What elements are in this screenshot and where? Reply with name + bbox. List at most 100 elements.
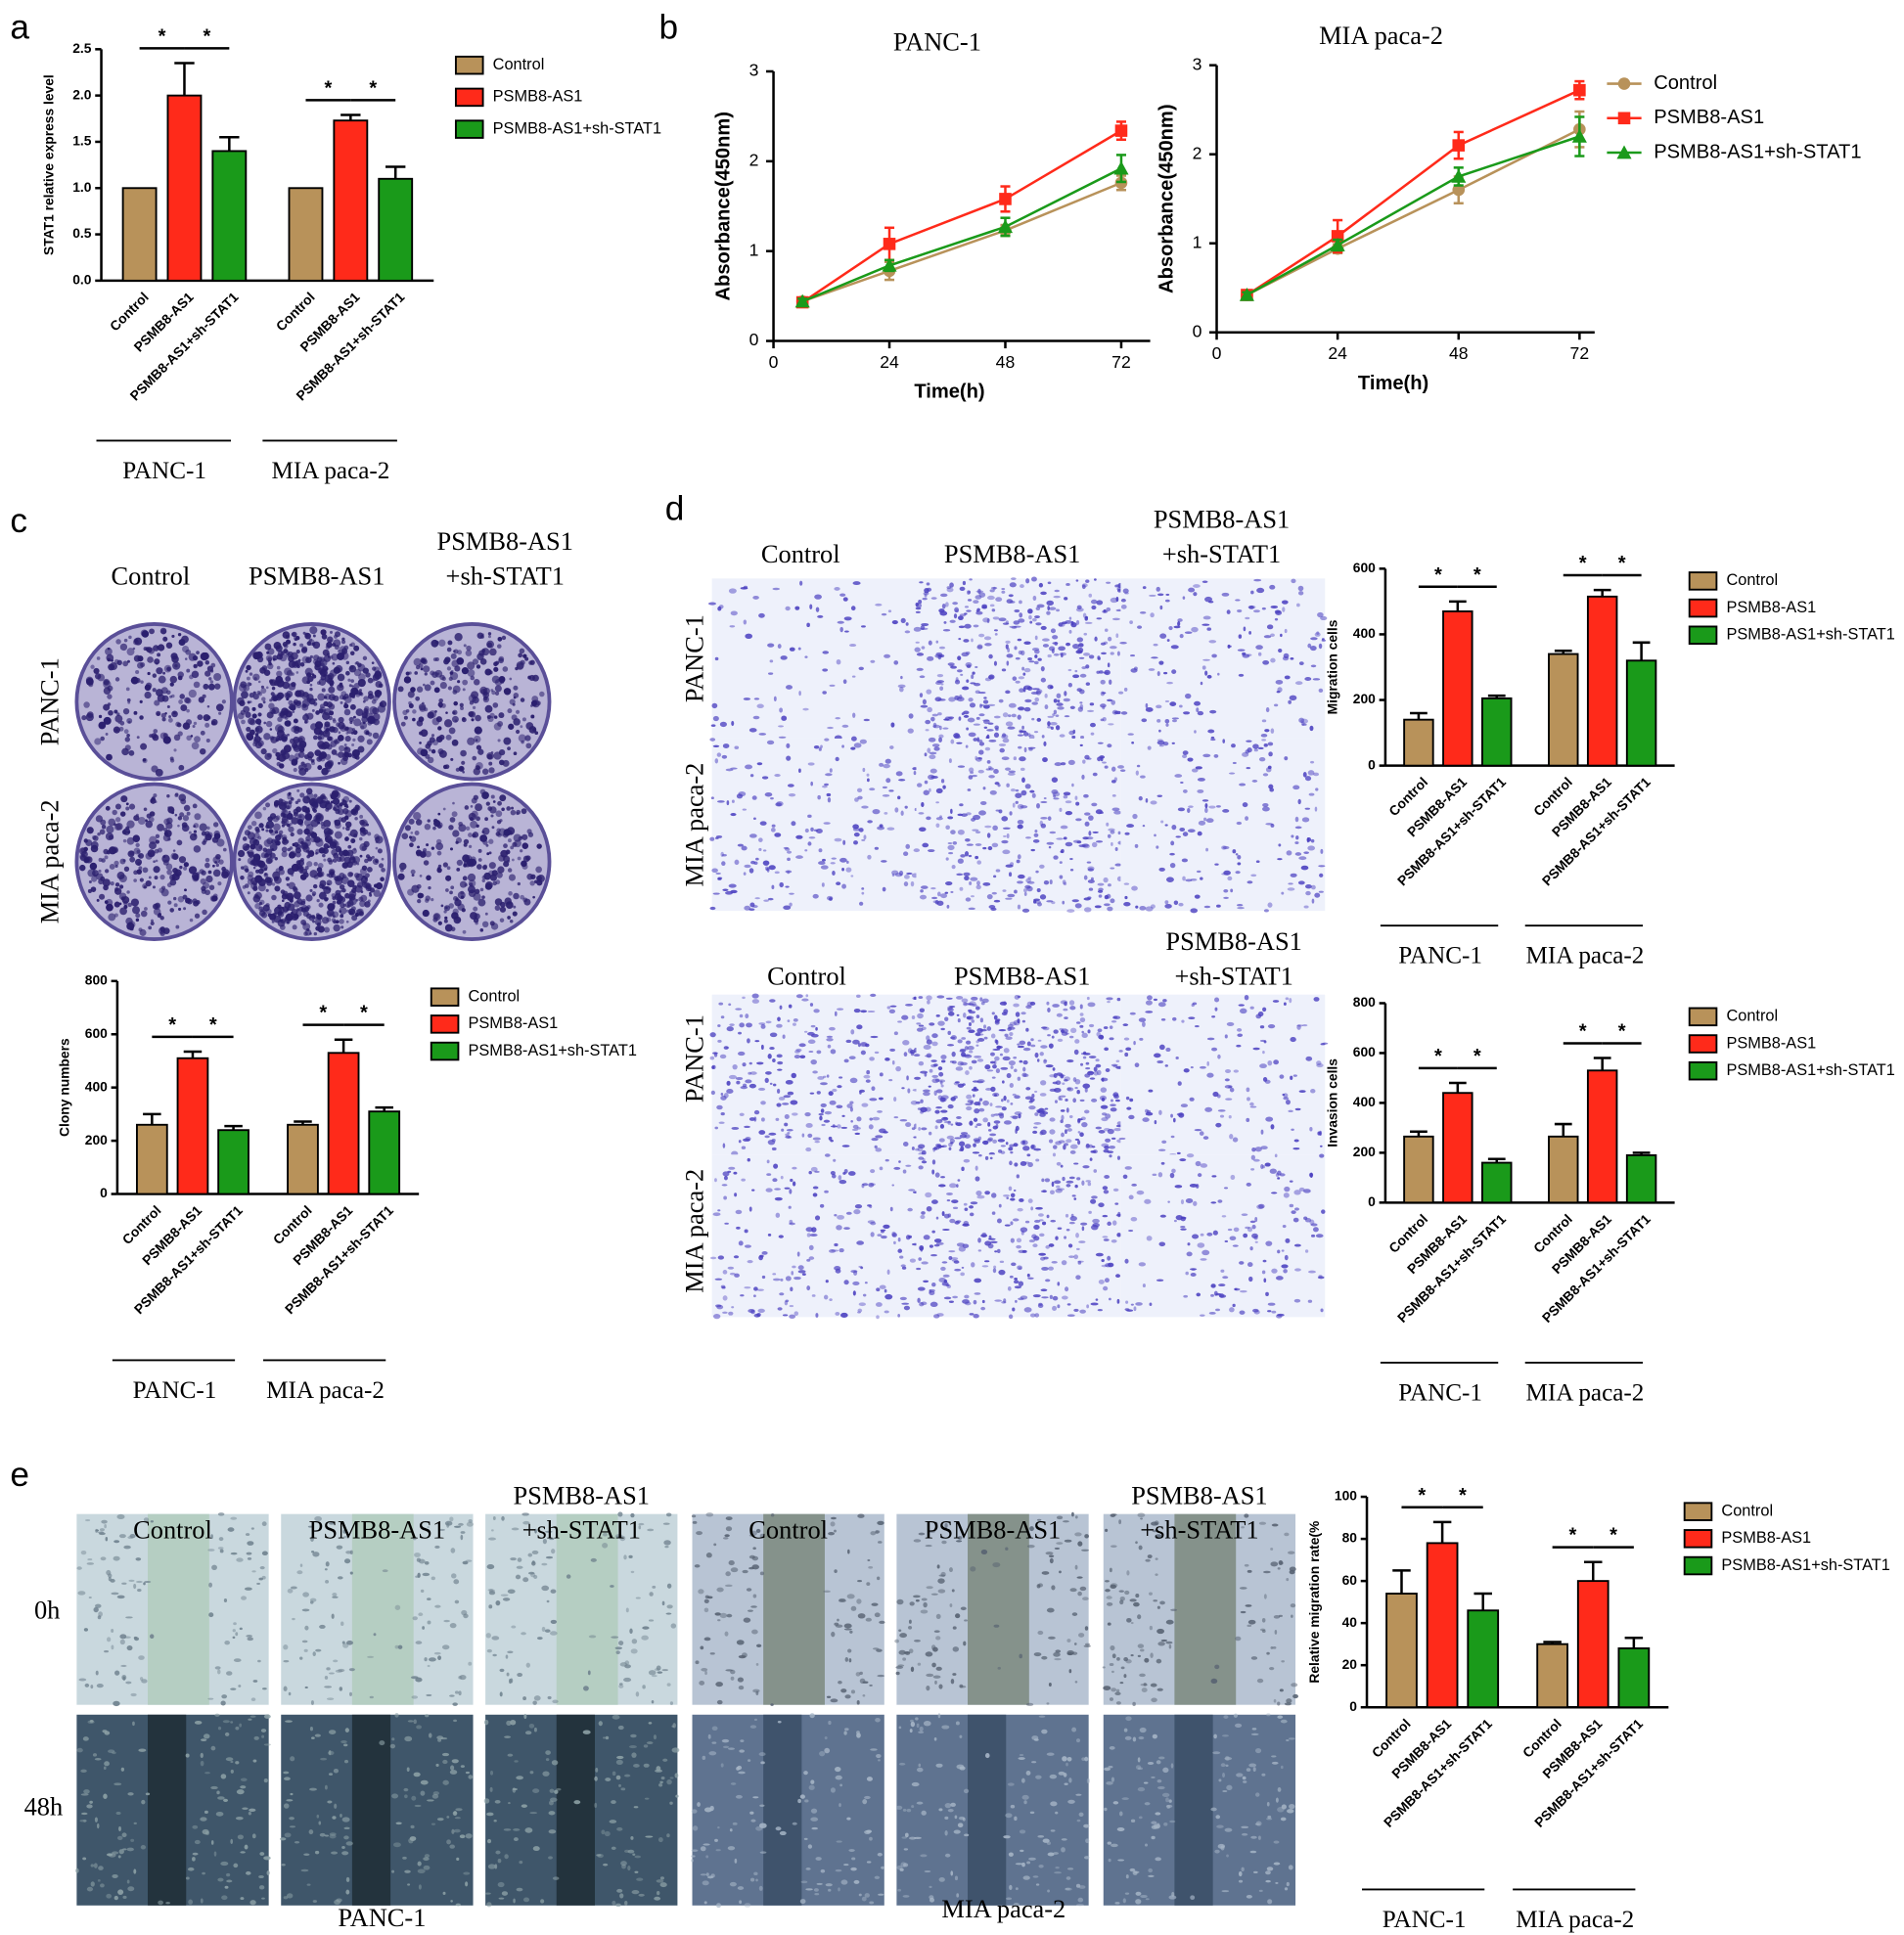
cell <box>745 634 752 639</box>
cell <box>1204 808 1208 813</box>
cell <box>836 1269 841 1274</box>
cell <box>1165 824 1168 826</box>
cell <box>1154 999 1157 1001</box>
colony <box>114 824 121 831</box>
cell <box>1033 1126 1038 1128</box>
cell <box>753 817 756 820</box>
cell <box>1037 718 1042 722</box>
cell <box>1198 711 1203 715</box>
cell <box>872 1117 880 1121</box>
cell <box>954 696 959 700</box>
cell <box>1093 773 1098 777</box>
cell <box>938 1072 943 1077</box>
cell <box>738 1032 742 1035</box>
cell <box>1315 632 1321 637</box>
cell <box>1053 1296 1059 1301</box>
cell <box>1253 579 1261 581</box>
colony <box>358 897 363 902</box>
cell <box>843 597 848 601</box>
cell <box>715 1279 723 1281</box>
cell <box>970 1212 974 1216</box>
colony <box>111 881 114 885</box>
cell <box>1191 878 1198 881</box>
cell <box>1038 1213 1044 1217</box>
cell <box>930 1302 938 1307</box>
colony <box>261 697 265 700</box>
colony <box>127 903 131 907</box>
colony <box>327 858 332 863</box>
cell <box>1117 1299 1120 1304</box>
colony <box>438 698 443 703</box>
cell <box>949 664 953 666</box>
cell <box>972 671 975 674</box>
cell <box>927 747 930 752</box>
colony <box>284 644 289 649</box>
colony <box>292 758 297 764</box>
colony <box>431 846 434 849</box>
cell <box>935 1172 940 1177</box>
colony-plate <box>76 785 232 940</box>
colony <box>432 827 436 831</box>
cell <box>975 1040 978 1043</box>
cell <box>1014 1162 1018 1166</box>
cell <box>1234 1069 1239 1072</box>
cell <box>1098 1309 1103 1311</box>
colony <box>467 661 475 669</box>
cell <box>966 744 969 747</box>
cell <box>996 1068 1000 1073</box>
cell <box>1055 1141 1062 1145</box>
colony <box>328 887 331 890</box>
cell <box>789 893 794 895</box>
cell <box>947 1044 954 1046</box>
colony <box>189 832 192 834</box>
cell <box>773 1084 776 1087</box>
cell <box>736 1227 741 1230</box>
colony <box>178 699 183 704</box>
colony <box>452 830 459 836</box>
colony <box>376 861 379 864</box>
colony <box>503 760 510 767</box>
cell <box>1091 1195 1098 1198</box>
cell <box>1004 1048 1010 1053</box>
cell <box>1056 1186 1060 1189</box>
cell <box>949 1219 955 1223</box>
cell <box>949 1148 952 1150</box>
cell <box>987 596 995 600</box>
cell <box>1115 1100 1120 1102</box>
cell <box>1100 1096 1107 1101</box>
colony <box>360 855 363 858</box>
cell <box>1161 1141 1166 1144</box>
colony <box>300 762 304 766</box>
colony <box>301 704 308 711</box>
cell <box>943 621 946 624</box>
colony <box>420 875 423 878</box>
cell <box>1252 780 1258 783</box>
colony <box>184 698 190 703</box>
cell <box>1068 683 1072 687</box>
cell <box>784 1188 790 1190</box>
cell <box>905 1122 911 1127</box>
cell <box>1111 598 1118 603</box>
colony <box>297 727 302 732</box>
cell <box>1178 808 1185 812</box>
colony <box>439 705 442 708</box>
cell <box>709 738 715 742</box>
colony <box>128 750 134 756</box>
cell <box>920 675 926 678</box>
cell <box>787 858 791 861</box>
cell <box>997 1219 1002 1224</box>
colony <box>202 840 205 844</box>
cell <box>798 1270 806 1273</box>
cell <box>875 1135 883 1138</box>
cell <box>974 723 980 725</box>
colony <box>170 757 174 761</box>
colony <box>173 711 176 714</box>
cell <box>1002 1106 1007 1110</box>
cell <box>1084 812 1090 815</box>
cell <box>1085 1180 1091 1182</box>
colony <box>445 764 450 769</box>
colony <box>353 718 361 726</box>
cell <box>871 1232 875 1237</box>
colony <box>270 682 274 686</box>
colony <box>123 901 128 906</box>
